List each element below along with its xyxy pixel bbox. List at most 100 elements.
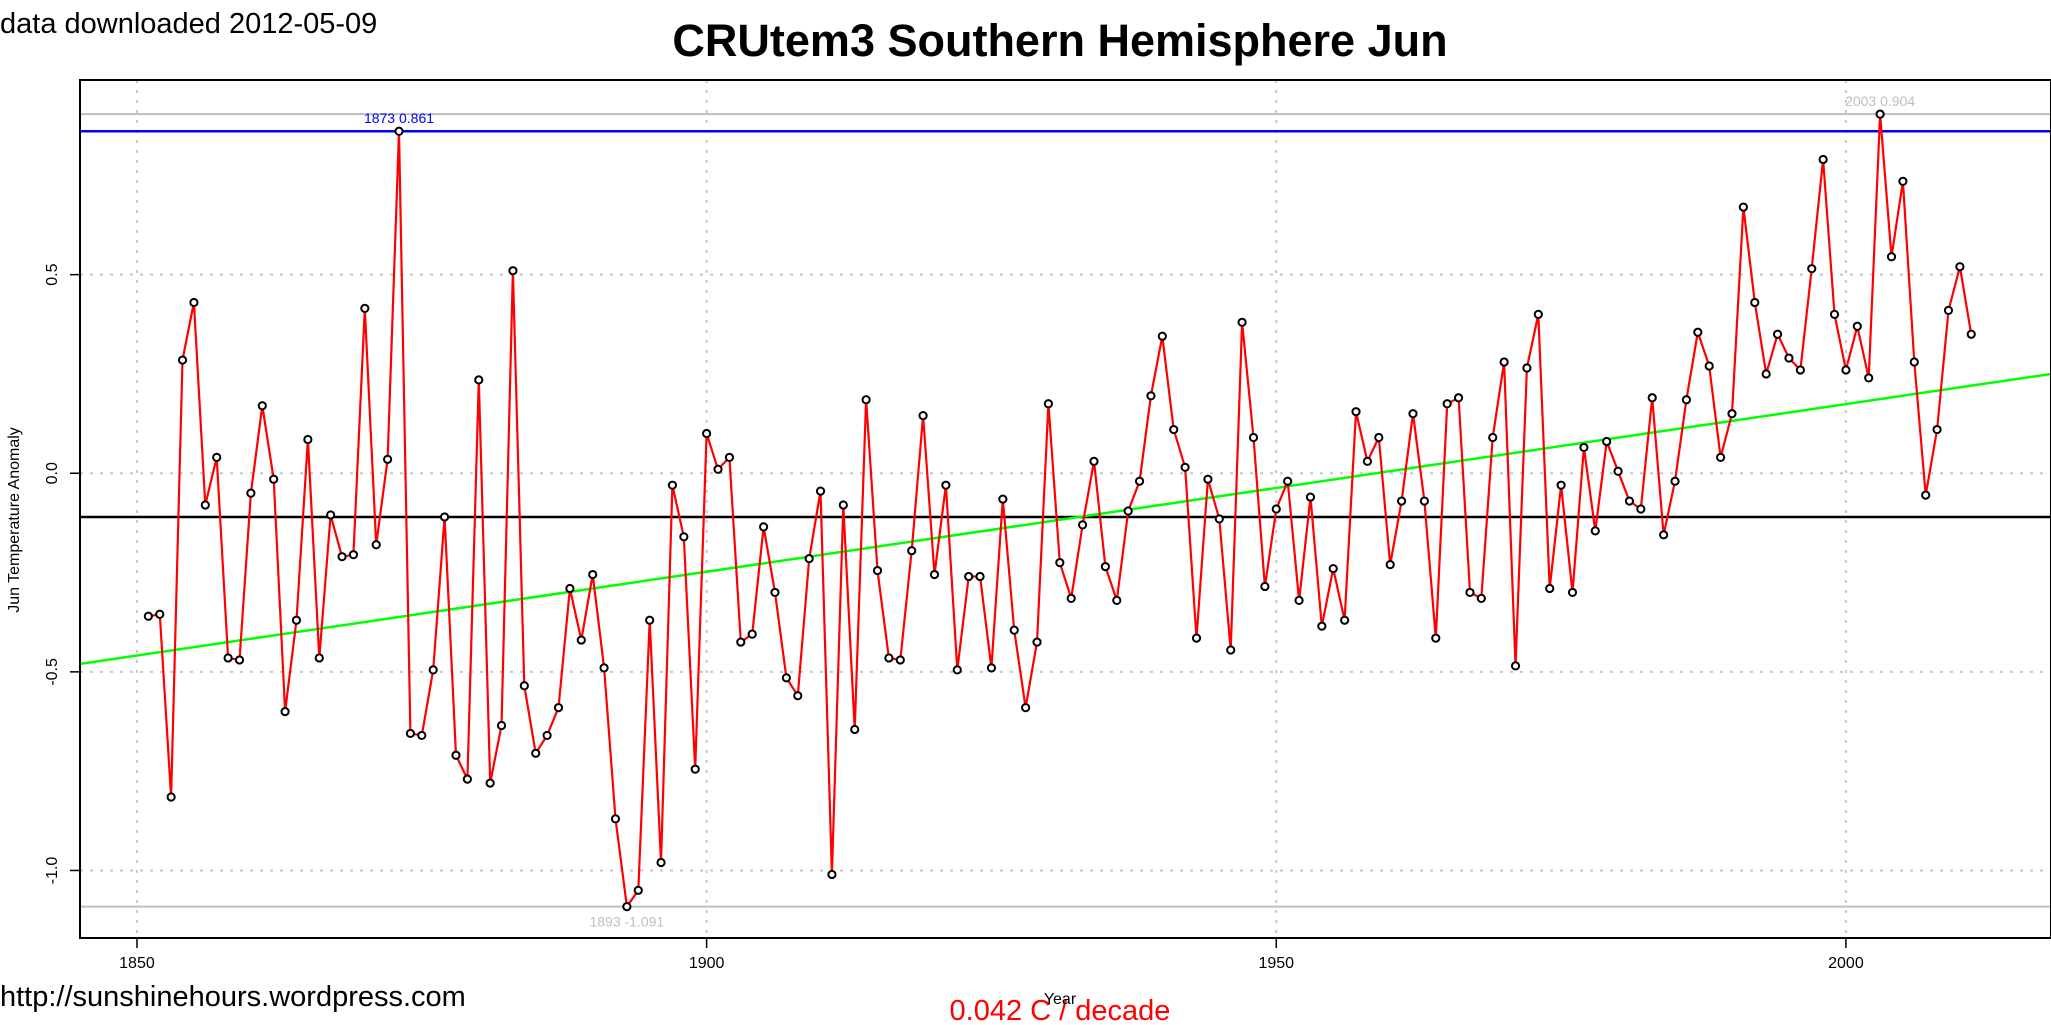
data-point xyxy=(1180,462,1190,472)
data-point xyxy=(462,774,472,784)
x-tick-label: 2000 xyxy=(1828,955,1864,972)
data-point xyxy=(861,395,871,405)
data-point xyxy=(1431,633,1441,643)
data-point xyxy=(986,663,997,673)
data-point xyxy=(1134,476,1145,486)
data-point xyxy=(1681,395,1692,405)
annotations: 1873 0.861 2003 0.904 1893 -1.091 xyxy=(364,93,1915,929)
data-point xyxy=(827,869,837,880)
data-point xyxy=(1932,424,1942,435)
data-point xyxy=(485,778,495,788)
data-point xyxy=(1864,373,1874,383)
data-point xyxy=(1009,625,1019,635)
data-point xyxy=(1567,587,1578,598)
data-point xyxy=(326,510,336,520)
data-point xyxy=(1089,456,1099,466)
data-point xyxy=(1579,442,1589,453)
data-point xyxy=(1921,490,1931,500)
data-point xyxy=(599,663,609,673)
source-url: http://sunshinehours.wordpress.com xyxy=(0,981,466,1013)
data-point xyxy=(1317,621,1327,631)
point-annotation: 1893 -1.091 xyxy=(589,914,664,930)
data-point xyxy=(1055,558,1065,568)
point-annotation: 2003 0.904 xyxy=(1845,93,1915,109)
data-point xyxy=(838,500,848,510)
data-point xyxy=(1807,264,1817,274)
data-point xyxy=(246,488,256,498)
data-point xyxy=(508,266,518,276)
data-point xyxy=(1328,563,1338,574)
data-point xyxy=(1898,176,1908,186)
data-point xyxy=(234,655,245,665)
data-point xyxy=(1750,297,1760,308)
data-point xyxy=(1260,581,1270,592)
data-point xyxy=(758,522,769,532)
data-point xyxy=(1362,456,1373,466)
download-note: data downloaded 2012-05-09 xyxy=(0,8,377,40)
data-point xyxy=(1852,321,1862,331)
data-point xyxy=(1385,560,1395,570)
data-point xyxy=(1396,496,1407,506)
data-point xyxy=(815,486,826,496)
data-point xyxy=(1374,432,1384,443)
data-point xyxy=(303,434,313,445)
data-point xyxy=(155,609,165,619)
data-point xyxy=(428,665,438,675)
axis-ticks: 1850 1900 1950 2000 -1.0 -0.5 0.0 0.5 xyxy=(44,263,1864,972)
data-point xyxy=(929,569,940,580)
data-point xyxy=(576,635,586,645)
data-point xyxy=(314,653,324,663)
data-point xyxy=(1032,637,1042,647)
data-point xyxy=(656,857,666,868)
data-point xyxy=(1305,492,1316,502)
data-point xyxy=(1602,436,1612,447)
data-point xyxy=(542,730,552,741)
data-point xyxy=(1214,514,1224,524)
data-point xyxy=(690,764,700,774)
data-point xyxy=(645,615,655,625)
data-point xyxy=(975,571,985,582)
trend-rate-label: 0.042 C / decade xyxy=(950,995,1171,1025)
data-point xyxy=(1453,393,1464,403)
y-tick-label: -0.5 xyxy=(44,658,61,686)
data-point xyxy=(417,730,427,741)
data-point xyxy=(1590,526,1600,536)
data-point xyxy=(793,691,803,701)
data-point xyxy=(1112,595,1122,605)
data-point xyxy=(143,611,153,621)
data-point xyxy=(952,665,962,675)
data-point xyxy=(907,546,917,556)
data-point xyxy=(724,452,735,462)
data-point xyxy=(1693,327,1703,337)
data-point xyxy=(667,480,678,490)
data-point xyxy=(519,681,529,691)
data-point xyxy=(850,724,860,735)
data-point xyxy=(177,355,188,365)
data-point xyxy=(1522,363,1532,373)
data-point xyxy=(1716,452,1726,462)
data-point xyxy=(1818,154,1828,165)
data-point xyxy=(1556,480,1566,490)
plot-frame xyxy=(79,79,2051,939)
data-point xyxy=(1772,329,1783,339)
data-point xyxy=(1043,399,1054,409)
data-point xyxy=(1533,309,1543,319)
data-point xyxy=(1955,262,1965,272)
data-point xyxy=(1021,703,1031,713)
y-tick-label: 0.5 xyxy=(44,263,61,285)
data-point xyxy=(371,540,381,550)
data-point xyxy=(1761,369,1771,379)
data-point xyxy=(633,885,643,895)
data-point xyxy=(872,565,883,576)
y-tick-label: -1.0 xyxy=(44,857,61,885)
data-point xyxy=(1066,593,1076,603)
y-axis-label: Jun Temperature Anomaly xyxy=(6,427,23,613)
data-point xyxy=(1476,593,1486,603)
data-point xyxy=(1408,409,1418,419)
data-point xyxy=(269,474,279,484)
data-point xyxy=(1795,365,1805,375)
data-point xyxy=(1624,496,1635,506)
data-point xyxy=(964,571,974,582)
point-annotation: 1873 0.861 xyxy=(364,110,434,126)
